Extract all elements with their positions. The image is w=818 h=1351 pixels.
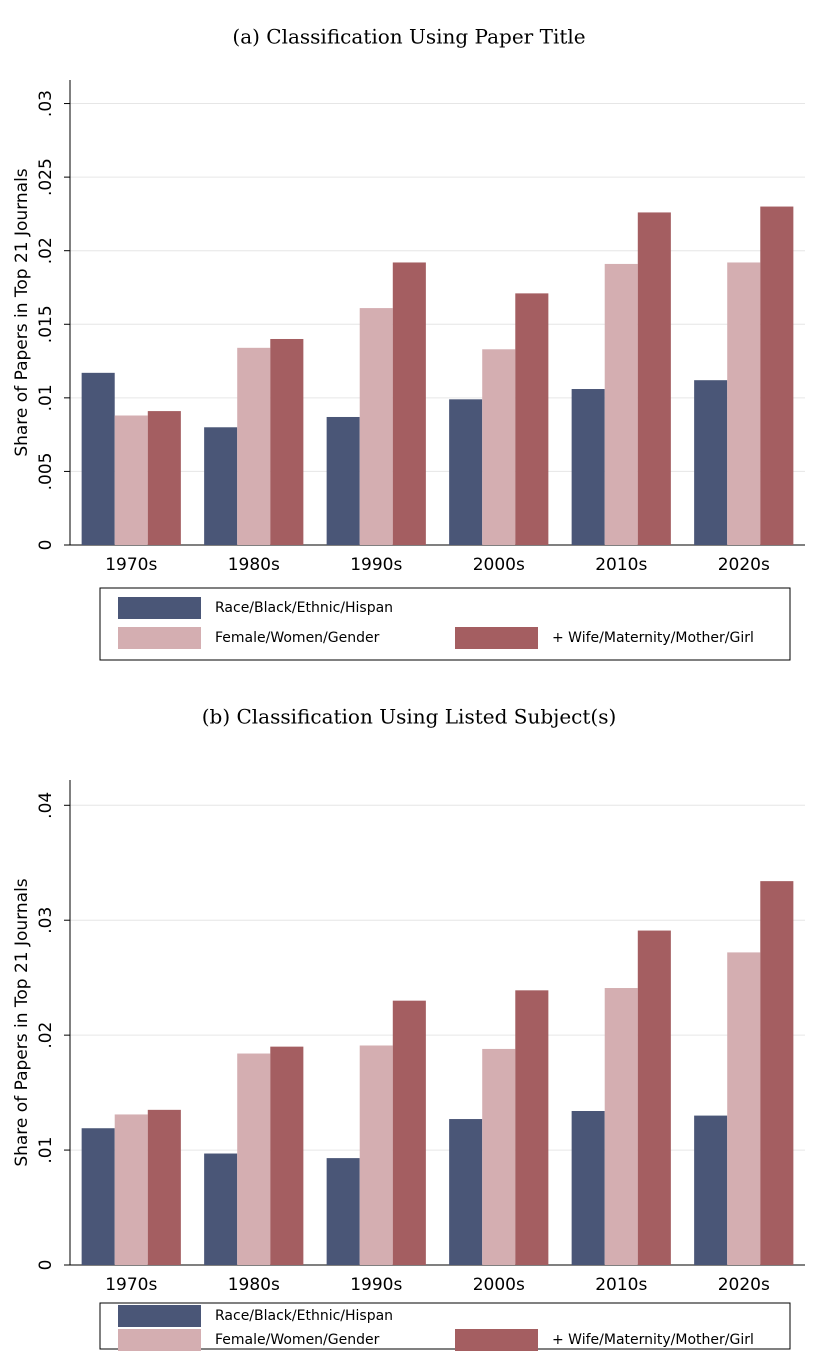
x-tick-label: 2000s (473, 555, 525, 575)
x-tick-label: 2010s (595, 555, 647, 575)
bar (760, 206, 794, 545)
bar (515, 293, 549, 545)
y-tick-label: .03 (36, 907, 56, 934)
bar (392, 1000, 426, 1265)
chart-title: (a) Classification Using Paper Title (232, 25, 585, 49)
y-tick-label: 0 (36, 540, 56, 551)
bar (326, 416, 360, 545)
bar (326, 1158, 360, 1265)
bar (727, 952, 761, 1265)
bar (604, 988, 638, 1265)
bar (449, 1119, 483, 1265)
y-tick-label: 0 (36, 1260, 56, 1271)
bar (237, 347, 271, 545)
legend-label: + Wife/Maternity/Mother/Girl (552, 1332, 754, 1348)
bar (147, 1109, 181, 1265)
bar (637, 212, 671, 545)
bar (637, 930, 671, 1265)
bar (81, 1128, 115, 1265)
y-axis-label: Share of Papers in Top 21 Journals (12, 168, 32, 456)
y-tick-label: .04 (36, 792, 56, 819)
bar (760, 881, 794, 1265)
y-tick-label: .01 (36, 1137, 56, 1164)
bar (359, 1045, 393, 1265)
bar (114, 1114, 148, 1265)
x-tick-label: 1990s (350, 555, 402, 575)
bar (81, 372, 115, 545)
y-tick-label: .005 (36, 452, 56, 490)
x-tick-label: 1980s (228, 1275, 280, 1295)
bar (270, 338, 304, 545)
x-tick-label: 2000s (473, 1275, 525, 1295)
bar (604, 263, 638, 545)
legend-label: + Wife/Maternity/Mother/Girl (552, 630, 754, 646)
y-tick-label: .025 (36, 158, 56, 196)
y-axis-label: Share of Papers in Top 21 Journals (12, 878, 32, 1166)
legend-box (99, 1302, 791, 1350)
bar (482, 1048, 516, 1265)
legend-swatch (118, 627, 201, 649)
bar (571, 1110, 605, 1265)
legend-swatch (455, 627, 538, 649)
y-tick-label: .02 (36, 1022, 56, 1049)
y-tick-label: .03 (36, 90, 56, 117)
bar (449, 399, 483, 545)
bar (694, 1115, 728, 1265)
legend-label: Female/Women/Gender (215, 1332, 380, 1348)
bar (114, 415, 148, 545)
bar (571, 389, 605, 545)
legend-label: Race/Black/Ethnic/Hispan (215, 600, 393, 616)
bar (204, 427, 238, 545)
bar (482, 349, 516, 545)
x-tick-label: 2020s (718, 555, 770, 575)
y-tick-label: .02 (36, 237, 56, 264)
legend-box (99, 587, 791, 661)
y-tick-label: .01 (36, 384, 56, 411)
x-tick-label: 2010s (595, 1275, 647, 1295)
x-tick-label: 2020s (718, 1275, 770, 1295)
y-tick-label: .015 (36, 305, 56, 343)
legend-label: Race/Black/Ethnic/Hispan (215, 1308, 393, 1324)
legend-swatch (455, 1329, 538, 1351)
x-tick-label: 1970s (105, 555, 157, 575)
bar (270, 1046, 304, 1265)
legend-swatch (118, 1305, 201, 1327)
bar (359, 308, 393, 545)
chart-title: (b) Classification Using Listed Subject(… (202, 705, 617, 729)
bar (694, 380, 728, 545)
x-tick-label: 1970s (105, 1275, 157, 1295)
bar (147, 411, 181, 545)
legend-label: Female/Women/Gender (215, 630, 380, 646)
bar (237, 1053, 271, 1265)
bar (392, 262, 426, 545)
x-tick-label: 1980s (228, 555, 280, 575)
legend-swatch (118, 1329, 201, 1351)
x-tick-label: 1990s (350, 1275, 402, 1295)
bar (204, 1153, 238, 1265)
legend-swatch (118, 597, 201, 619)
bar (727, 262, 761, 545)
bar (515, 990, 549, 1265)
